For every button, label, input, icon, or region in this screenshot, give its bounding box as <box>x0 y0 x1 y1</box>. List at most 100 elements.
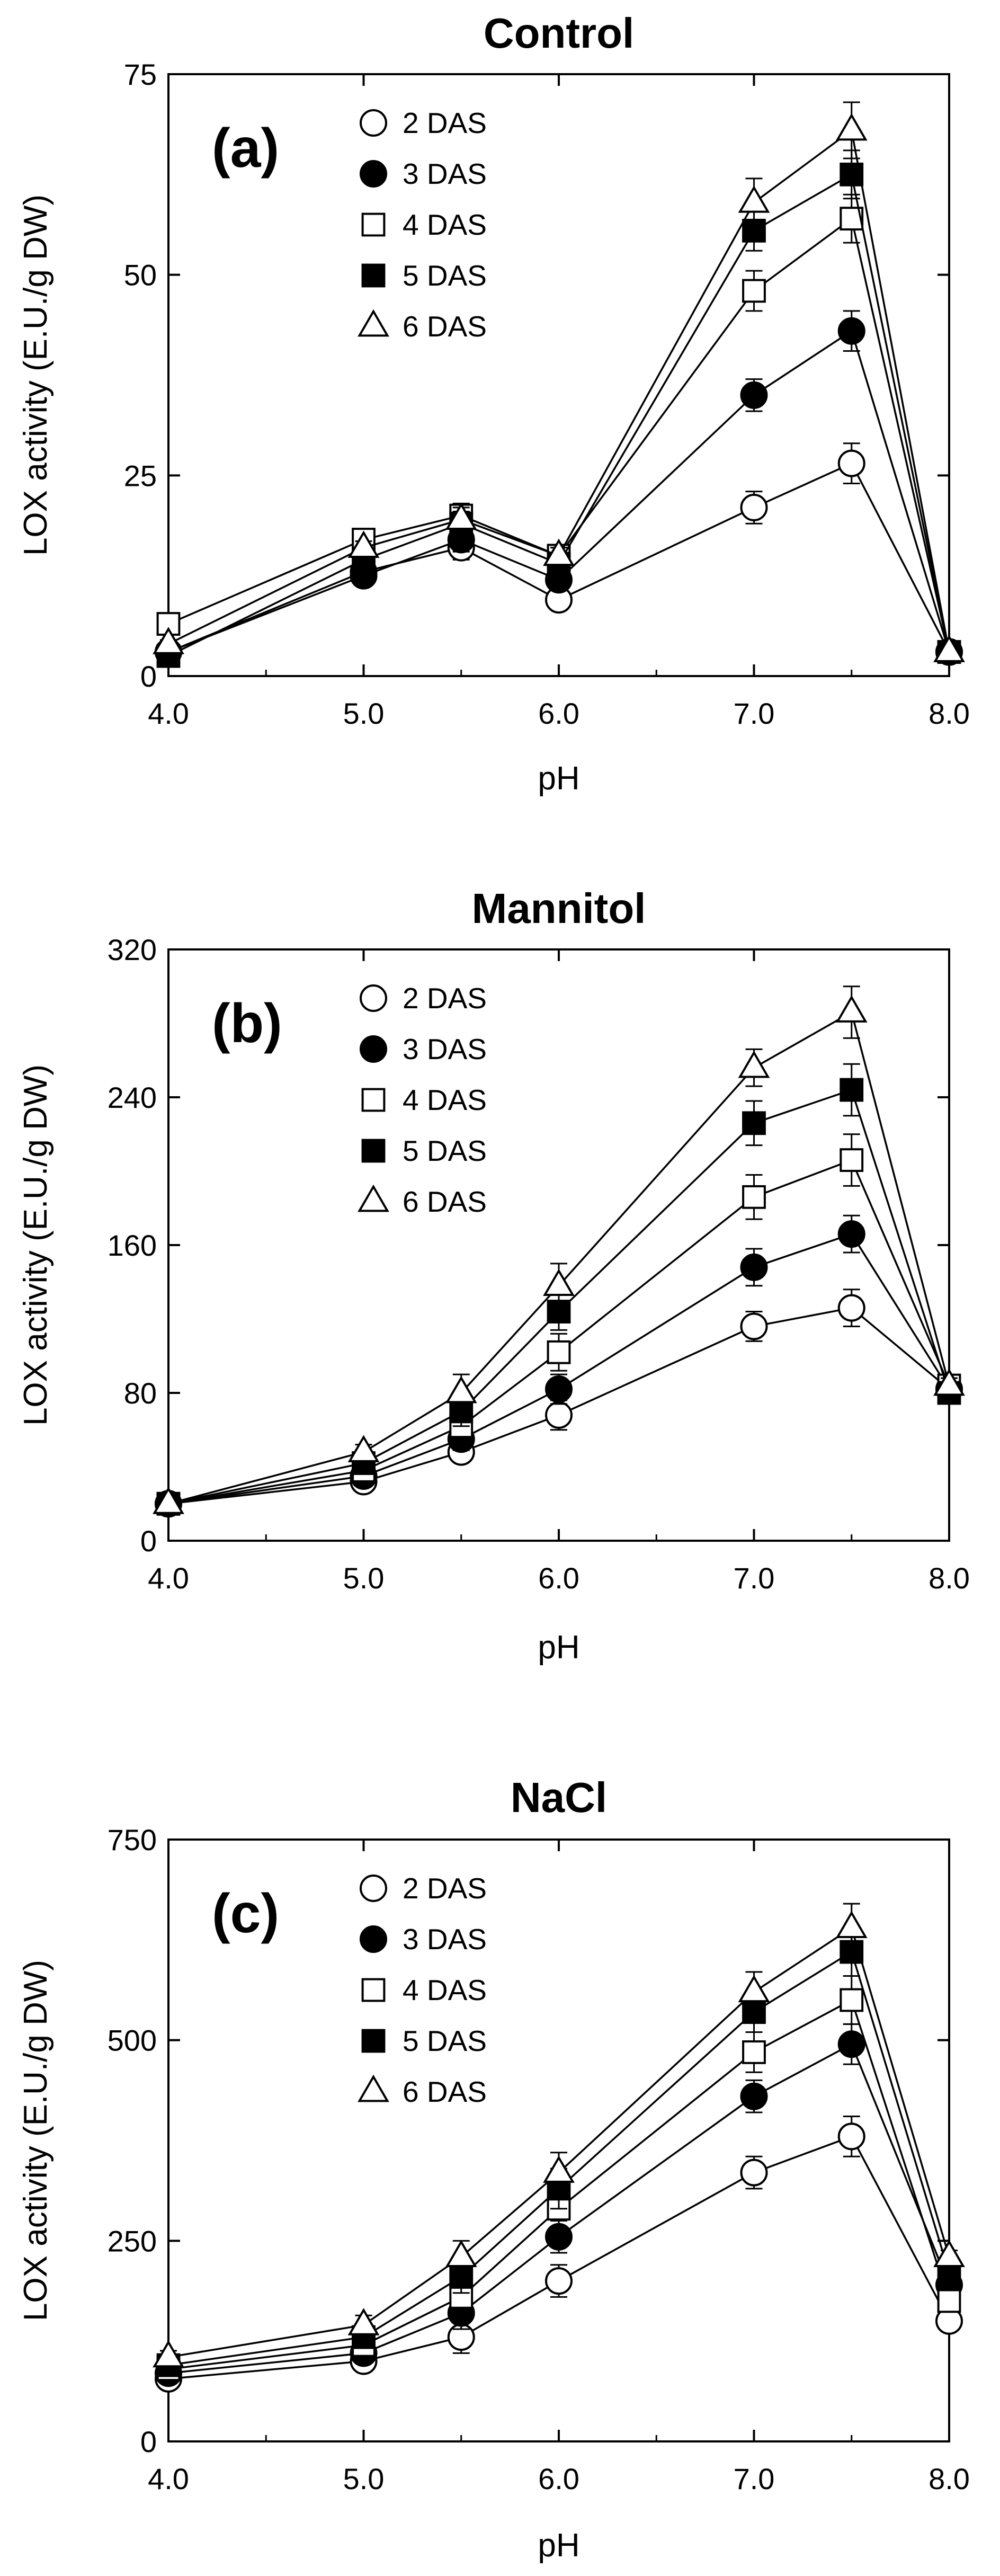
data-point <box>545 1375 573 1404</box>
data-point <box>153 2340 184 2368</box>
y-tick-label: 500 <box>108 2024 157 2057</box>
legend-entry: 5 DAS <box>361 1134 487 1167</box>
y-tick-label: 240 <box>108 1081 157 1114</box>
legend-marker <box>360 109 387 137</box>
data-point <box>837 1220 865 1248</box>
data-point <box>837 2030 865 2058</box>
legend-marker <box>358 309 389 337</box>
y-tick-label: 0 <box>140 1524 157 1558</box>
data-point <box>840 1988 864 2012</box>
data-point <box>840 162 864 186</box>
data-point <box>445 2240 477 2267</box>
y-tick-label: 320 <box>108 933 157 966</box>
x-tick-label: 7.0 <box>734 697 775 730</box>
y-tick-label: 750 <box>108 1823 157 1857</box>
panel-label: (b) <box>212 993 282 1054</box>
legend-entry: 4 DAS <box>361 1974 487 2006</box>
data-point <box>543 1268 575 1296</box>
x-tick-label: 4.0 <box>148 697 189 730</box>
plot-frame <box>167 948 950 1542</box>
legend-marker <box>358 1184 389 1212</box>
x-tick-label: 4.0 <box>148 1561 189 1595</box>
y-tick-label: 80 <box>124 1376 157 1410</box>
data-point <box>347 2308 380 2335</box>
data-point <box>742 1111 766 1135</box>
series-6-das <box>153 101 965 662</box>
legend-marker <box>361 1088 386 1112</box>
data-point <box>837 2122 865 2151</box>
data-point <box>740 1253 768 1281</box>
legend-label: 5 DAS <box>403 259 487 292</box>
y-tick-label: 160 <box>108 1229 157 1262</box>
data-point <box>543 538 575 566</box>
chart-title: NaCl <box>511 1774 607 1821</box>
data-point <box>445 502 477 530</box>
legend-entry: 3 DAS <box>360 1033 487 1065</box>
legend-entry: 5 DAS <box>361 259 487 292</box>
y-axis-label: LOX activity (E.U./g DW) <box>17 194 54 556</box>
legend-marker <box>358 2074 389 2102</box>
data-point <box>740 1312 768 1340</box>
series-6-das <box>153 985 965 1514</box>
legend-label: 5 DAS <box>403 2024 487 2057</box>
data-point <box>835 113 868 141</box>
legend-label: 3 DAS <box>403 1033 487 1065</box>
legend-entry: 2 DAS <box>360 1872 487 1905</box>
legend-label: 3 DAS <box>403 1923 487 1956</box>
x-tick-label: 6.0 <box>538 1561 579 1595</box>
data-point <box>740 381 768 409</box>
data-point <box>840 1148 864 1172</box>
data-point <box>545 1401 573 1429</box>
legend-marker <box>361 1978 386 2002</box>
legend-label: 4 DAS <box>403 1083 487 1116</box>
data-point <box>347 1435 380 1462</box>
x-axis-label: pH <box>538 1629 579 1666</box>
legend-label: 3 DAS <box>403 157 487 190</box>
chart-title: Control <box>484 10 634 57</box>
y-tick-label: 25 <box>124 459 157 492</box>
data-point <box>445 1375 477 1404</box>
legend-marker <box>361 1139 386 1163</box>
data-point <box>837 317 865 345</box>
x-tick-label: 8.0 <box>928 2462 970 2495</box>
x-tick-label: 7.0 <box>734 1561 775 1595</box>
x-tick-label: 8.0 <box>928 1561 970 1595</box>
x-tick-label: 4.0 <box>148 2462 189 2495</box>
legend-label: 6 DAS <box>403 2075 487 2108</box>
data-point <box>933 2240 965 2267</box>
data-point <box>742 279 766 303</box>
legend-label: 4 DAS <box>403 1974 487 2006</box>
legend-marker <box>360 1925 387 1953</box>
legend-marker <box>360 1035 387 1063</box>
plot-frame <box>167 1838 950 2442</box>
data-point <box>153 627 184 654</box>
data-point <box>837 449 865 477</box>
y-tick-label: 250 <box>108 2224 157 2258</box>
legend-label: 5 DAS <box>403 1134 487 1167</box>
data-point <box>835 995 868 1023</box>
data-point <box>153 1486 184 1514</box>
data-point <box>933 1368 965 1396</box>
data-point <box>835 1911 868 1938</box>
data-point <box>738 1975 770 2003</box>
series-line <box>168 1159 950 1505</box>
y-tick-label: 0 <box>140 660 157 693</box>
chart-panel-nacl: NaCl 4.0 5.0 6.0 7.0 8.0 0 250 500 750 pH LOX activ… <box>17 1774 970 2564</box>
y-axis-label: LOX activity (E.U./g DW) <box>17 1064 54 1426</box>
chart-title: Mannitol <box>472 885 646 932</box>
x-tick-label: 6.0 <box>538 697 579 730</box>
legend-entry: 6 DAS <box>358 309 487 343</box>
legend-marker <box>361 263 386 288</box>
legend-entry: 3 DAS <box>360 1923 487 1956</box>
legend-marker <box>360 1875 387 1902</box>
chart-panel-mannitol: Mannitol 4.0 5.0 6.0 7.0 8.0 0 80 160 240 320 pH LOX… <box>17 885 970 1666</box>
data-point <box>545 2267 573 2295</box>
legend-marker <box>360 984 387 1012</box>
x-tick-label: 7.0 <box>734 2462 775 2495</box>
legend-entry: 2 DAS <box>360 106 487 139</box>
legend-entry: 4 DAS <box>361 208 487 241</box>
data-point <box>742 1185 766 1209</box>
data-point <box>738 185 770 213</box>
legend-label: 6 DAS <box>403 1185 487 1218</box>
